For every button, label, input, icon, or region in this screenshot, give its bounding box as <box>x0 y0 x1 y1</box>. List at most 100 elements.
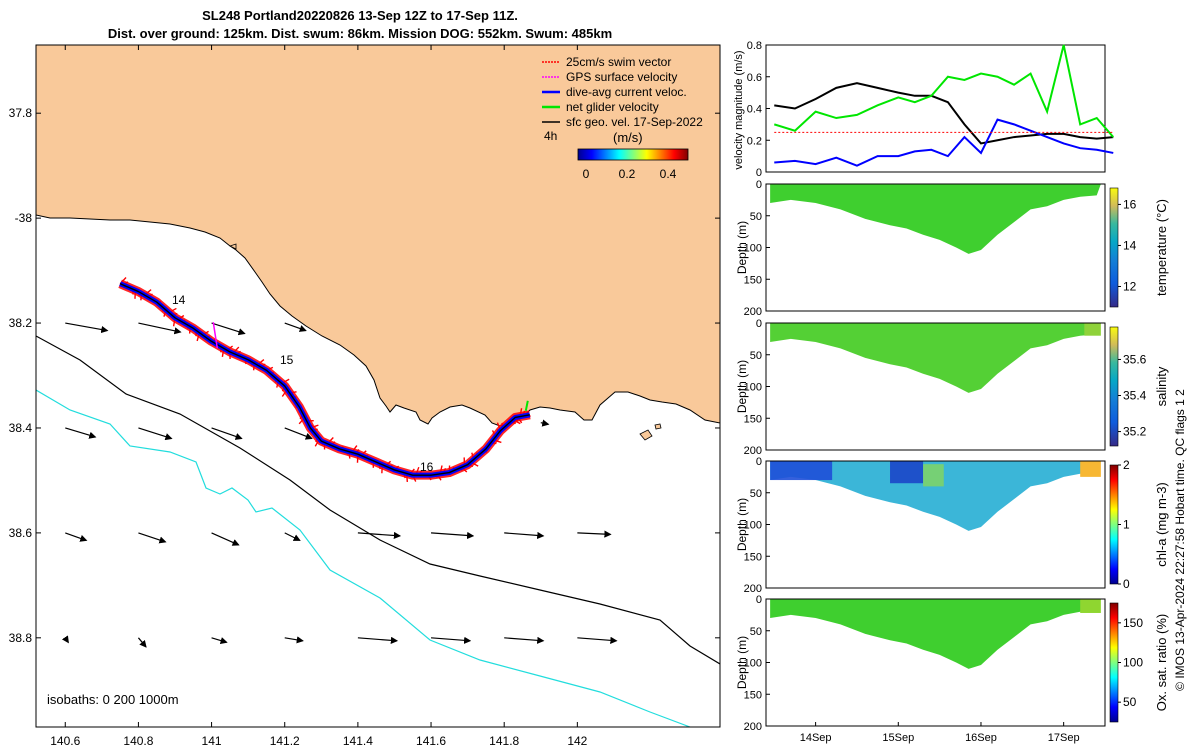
legend-gps-velocity: GPS surface velocity <box>566 70 677 84</box>
velocity-series-line <box>774 82 1114 145</box>
geo-velocity-arrow <box>504 531 545 540</box>
legend-swim-vector: 25cm/s swim vector <box>566 55 671 69</box>
section-field-salinity <box>770 323 1101 393</box>
geo-velocity-vectors <box>61 322 618 648</box>
velocity-y-axis: 0 0.2 0.4 0.6 0.8 <box>747 40 770 179</box>
map-x-tick-label: 140.6 <box>50 734 80 748</box>
map-x-tick-label: 142 <box>567 734 587 748</box>
map-y-tick-label: 37.8 <box>9 106 33 120</box>
colorbar-tick-0: 0 <box>583 167 590 181</box>
colorbar-tick-label: 35.4 <box>1123 389 1147 403</box>
section-y-label: Depth (m) <box>735 498 749 551</box>
velocity-y-tick-label: 0.2 <box>747 135 762 147</box>
section-y-tick-label: 200 <box>744 445 762 457</box>
chart-title-line1: SL248 Portland20220826 13-Sep 12Z to 17-… <box>202 8 518 23</box>
colorbar-tick-label: 50 <box>1123 695 1137 709</box>
legend-net-velocity: net glider velocity <box>566 100 659 114</box>
section-y-label: Depth (m) <box>735 221 749 274</box>
land-island <box>639 429 653 441</box>
section-y-tick-label: 50 <box>750 350 762 362</box>
chl-mid-patch <box>923 464 944 487</box>
section-y-tick-label: 100 <box>744 658 762 670</box>
map-x-tick-label: 140.8 <box>123 734 153 748</box>
velocity-y-tick-label: 0 <box>756 167 762 179</box>
geo-velocity-arrow <box>357 531 402 540</box>
section-y-tick-label: 0 <box>756 456 762 468</box>
map-y-tick-label: -38 <box>15 211 33 225</box>
velocity-panel: 0 0.2 0.4 0.6 0.8 velocity magnitude (m/s) <box>733 40 1115 179</box>
gps-surface-velocity <box>212 322 219 349</box>
chl-low-patch <box>770 461 833 481</box>
section-y-tick-label: 50 <box>750 488 762 500</box>
section-y-label: Depth (m) <box>735 636 749 689</box>
colorbar-tick-label: 35.2 <box>1123 425 1147 439</box>
glider-track-line <box>119 283 530 476</box>
velocity-series-line <box>773 44 1115 138</box>
velocity-series <box>773 44 1115 167</box>
time-x-tick-label: 15Sep <box>882 732 914 744</box>
colorbar-tick-label: 0 <box>1123 577 1130 591</box>
map-y-tick-label: 38.8 <box>9 631 33 645</box>
geo-velocity-arrow <box>577 636 618 644</box>
land-polygon <box>36 45 720 427</box>
section-field-temperature <box>770 184 1101 254</box>
day-label-14: 14 <box>172 293 186 307</box>
velocity-series-line <box>774 118 1114 167</box>
geo-velocity-arrow <box>430 636 472 644</box>
oxygen-high-patch <box>1080 599 1101 613</box>
geo-velocity-arrow <box>137 637 147 648</box>
section-y-tick-label: 50 <box>750 626 762 638</box>
section-y-tick-label: 100 <box>744 382 762 394</box>
geo-velocity-arrow <box>65 427 97 439</box>
geo-velocity-arrow <box>138 532 167 544</box>
velocity-y-tick-label: 0.4 <box>747 104 762 116</box>
chl-low-patch <box>890 461 924 484</box>
colorbar-tick-1: 0.2 <box>619 167 636 181</box>
section-y-tick-label: 200 <box>744 721 762 733</box>
map-x-tick-label: 141.8 <box>489 734 519 748</box>
map-x-tick-label: 141 <box>202 734 222 748</box>
geo-velocity-arrow <box>211 427 243 440</box>
day-label-16: 16 <box>420 460 434 474</box>
isobath-1000m <box>36 389 691 727</box>
section-field-chl-a <box>770 461 1101 531</box>
geo-velocity-arrow <box>430 531 475 540</box>
speed-colorbar <box>577 148 689 161</box>
velocity-y-label: velocity magnitude (m/s) <box>733 50 745 169</box>
legend-geo-velocity: sfc geo. vel. 17-Sep-2022 <box>566 115 703 129</box>
colorbar-tick-label: 1 <box>1123 518 1130 532</box>
section-y-tick-label: 150 <box>744 689 762 701</box>
section-y-tick-label: 150 <box>744 551 762 563</box>
chl-high-patch <box>1080 461 1101 477</box>
geo-velocity-arrow <box>540 419 550 427</box>
velocity-frame <box>765 44 1106 173</box>
section-y-tick-label: 100 <box>744 243 762 255</box>
section-field-oxygen-saturation <box>770 599 1101 669</box>
section-y-tick-label: 150 <box>744 274 762 286</box>
colorbar-tick-label: 2 <box>1123 458 1130 472</box>
section-colorbar <box>1109 464 1119 585</box>
geo-velocity-arrow <box>65 322 109 334</box>
legend-dive-avg: dive-avg current veloc. <box>566 85 687 99</box>
map-y-tick-label: 38.4 <box>9 421 33 435</box>
colorbar-label: chl-a (mg m-3) <box>1154 482 1169 567</box>
section-y-tick-label: 200 <box>744 306 762 318</box>
map-y-axis: 37.8 -38 38.2 38.4 38.6 38.8 <box>9 106 720 645</box>
colorbar-tick-label: 16 <box>1123 197 1137 211</box>
map-panel: 140.6 140.8 141 141.2 141.4 141.6 141.8 142 37.… <box>9 44 721 748</box>
section-y-label: Depth (m) <box>735 360 749 413</box>
map-x-tick-label: 141.2 <box>270 734 300 748</box>
time-x-tick-label: 16Sep <box>965 732 997 744</box>
section-y-tick-label: 200 <box>744 583 762 595</box>
section-y-tick-label: 50 <box>750 211 762 223</box>
section-y-tick-label: 150 <box>744 413 762 425</box>
colorbar-label: salinity <box>1154 366 1169 406</box>
geo-velocity-arrow <box>138 427 173 441</box>
isobath-200m <box>36 335 720 665</box>
geo-velocity-arrow <box>504 636 545 644</box>
geo-velocity-arrow <box>357 636 399 644</box>
velocity-y-tick-label: 0.6 <box>747 72 762 84</box>
geo-velocity-arrow <box>211 322 246 336</box>
